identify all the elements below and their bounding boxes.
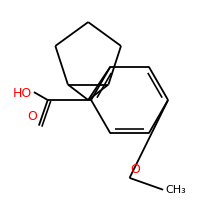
Text: HO: HO bbox=[13, 87, 32, 100]
Text: CH₃: CH₃ bbox=[165, 185, 186, 195]
Text: O: O bbox=[27, 110, 37, 123]
Text: O: O bbox=[131, 163, 140, 176]
